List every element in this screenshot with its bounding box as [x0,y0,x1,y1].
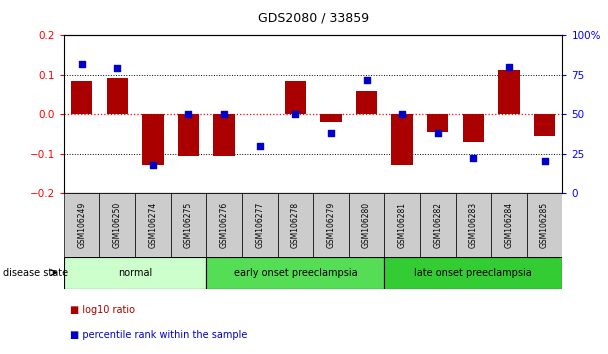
Bar [499,70,520,114]
Point [326,130,336,136]
Bar [71,81,92,114]
Bar [178,114,199,155]
Point [504,64,514,70]
Text: GSM106279: GSM106279 [326,202,336,248]
Text: disease state: disease state [3,268,68,278]
Point [255,143,264,149]
Text: GSM106275: GSM106275 [184,202,193,248]
Bar [206,193,242,257]
Point [219,111,229,117]
Text: GSM106284: GSM106284 [505,202,514,248]
Text: GSM106281: GSM106281 [398,202,407,248]
Bar [463,114,484,142]
Point [291,111,300,117]
Point [433,130,443,136]
Bar [527,193,562,257]
Point [112,65,122,71]
Point [184,111,193,117]
Bar [384,193,420,257]
Bar [213,114,235,155]
Bar [106,78,128,114]
Text: late onset preeclampsia: late onset preeclampsia [415,268,532,278]
Bar [455,193,491,257]
Bar [427,114,449,132]
Text: GSM106282: GSM106282 [434,202,442,248]
Bar [534,114,555,136]
Text: GDS2080 / 33859: GDS2080 / 33859 [258,12,368,25]
Point [362,77,371,82]
Bar [285,81,306,114]
Bar [392,114,413,165]
Bar [277,193,313,257]
Point [148,162,157,167]
Bar [64,257,206,289]
Text: GSM106276: GSM106276 [219,202,229,248]
Bar [320,114,342,122]
Point [540,159,550,164]
Bar [206,257,384,289]
Bar [349,193,384,257]
Text: GSM106285: GSM106285 [540,202,549,248]
Bar [242,193,277,257]
Text: GSM106278: GSM106278 [291,202,300,248]
Bar [313,193,349,257]
Bar [142,114,164,165]
Bar [491,193,527,257]
Text: normal: normal [118,268,152,278]
Point [469,155,478,161]
Text: ■ percentile rank within the sample: ■ percentile rank within the sample [70,330,247,339]
Bar [171,193,206,257]
Text: GSM106250: GSM106250 [112,202,122,248]
Bar [100,193,135,257]
Bar [420,193,455,257]
Point [397,111,407,117]
Text: GSM106249: GSM106249 [77,202,86,248]
Bar [356,91,377,114]
Point [77,61,86,67]
Text: GSM106274: GSM106274 [148,202,157,248]
Bar [64,193,100,257]
Bar [384,257,562,289]
Text: GSM106277: GSM106277 [255,202,264,248]
Text: ■ log10 ratio: ■ log10 ratio [70,305,135,315]
Text: GSM106283: GSM106283 [469,202,478,248]
Bar [135,193,171,257]
Text: GSM106280: GSM106280 [362,202,371,248]
Text: early onset preeclampsia: early onset preeclampsia [233,268,357,278]
